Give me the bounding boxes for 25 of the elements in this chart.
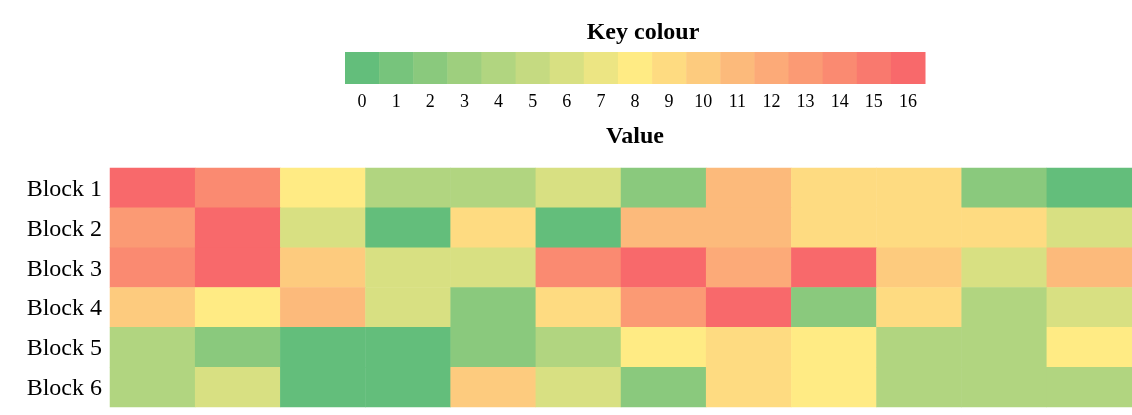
color-bar-label: 13 — [796, 91, 815, 111]
y-tick-label: Block 5 — [26, 334, 102, 361]
color-bar-label: 2 — [425, 91, 435, 111]
color-bar-label: 11 — [728, 91, 747, 111]
color-bar-label: 15 — [864, 91, 883, 111]
color-bar-label: 1 — [391, 91, 401, 111]
y-tick-label: Block 1 — [26, 174, 102, 201]
color-bar-label: 5 — [528, 91, 538, 111]
color-bar-label: 16 — [898, 91, 917, 111]
color-bar-label: 0 — [357, 91, 367, 111]
color-bar-label: 14 — [830, 91, 849, 111]
color-bar-label: 7 — [596, 91, 606, 111]
color-bar-label: 6 — [562, 91, 572, 111]
color-bar-label: 8 — [630, 91, 640, 111]
color-bar-title: Value — [606, 122, 665, 148]
y-tick-label: Block 3 — [26, 254, 102, 281]
color-bar-label: 9 — [664, 91, 674, 111]
y-tick-label: Block 4 — [26, 294, 102, 321]
y-tick-label: Block 2 — [26, 214, 102, 241]
chart-title: Key colour — [586, 18, 700, 44]
color-bar-label: 4 — [494, 91, 504, 111]
color-bar-label: 3 — [459, 91, 469, 111]
color-bar-label: 12 — [762, 91, 781, 111]
y-tick-label: Block 6 — [26, 374, 102, 401]
color-bar-label: 10 — [694, 91, 713, 111]
